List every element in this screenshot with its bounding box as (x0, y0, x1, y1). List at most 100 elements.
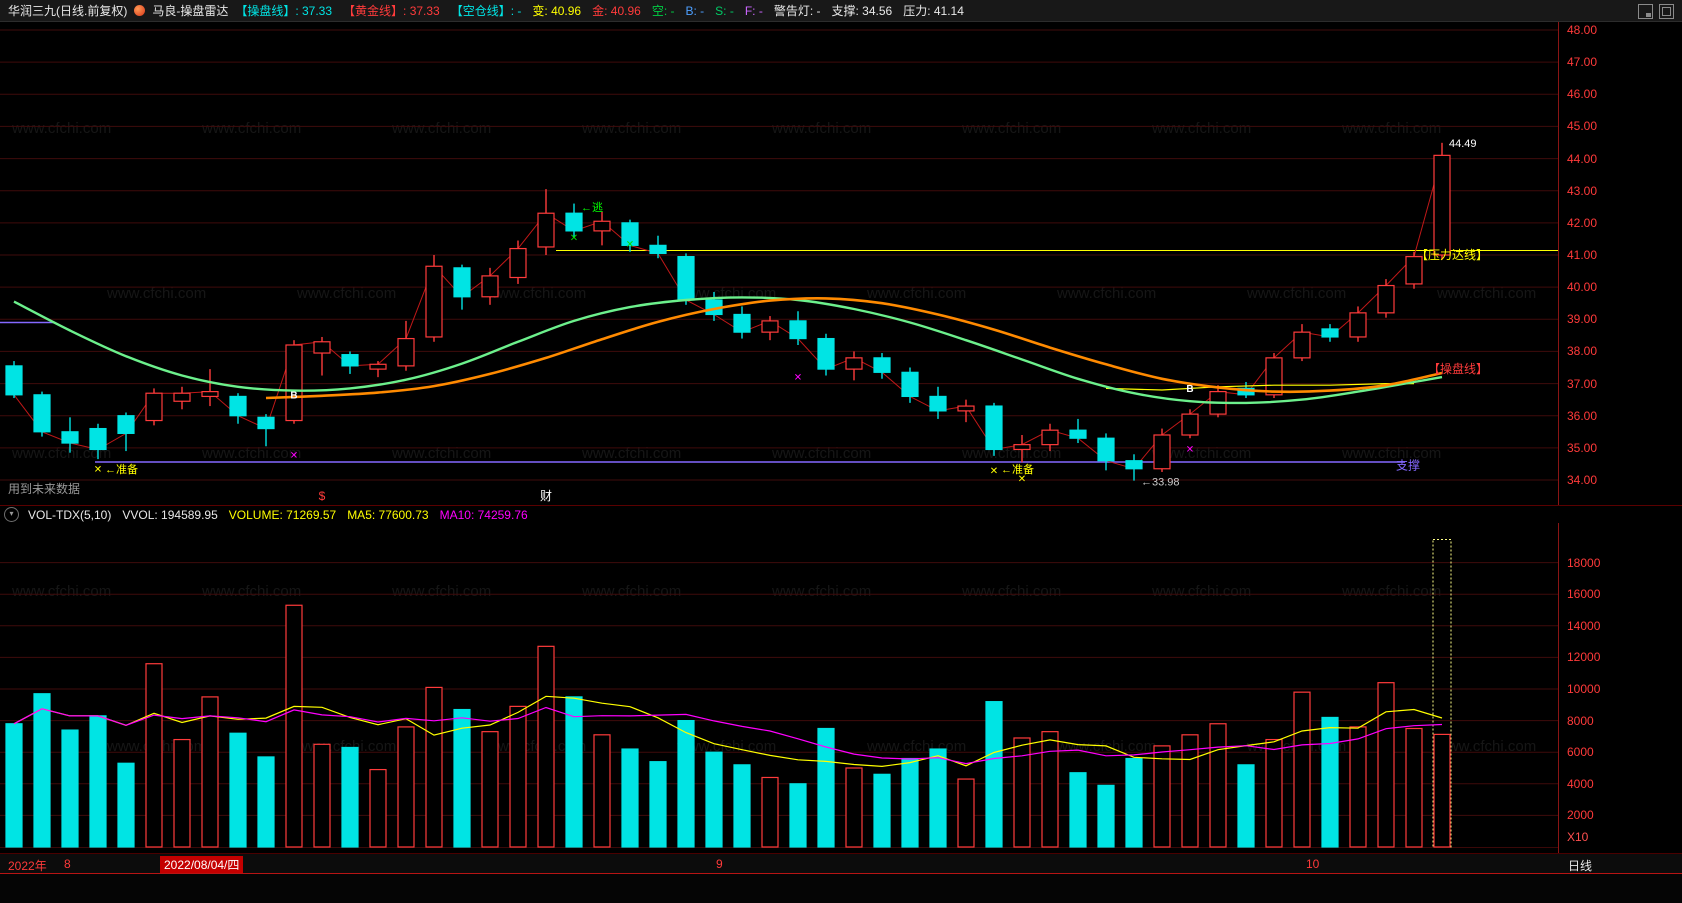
volume-field-0: VOL-TDX(5,10) (28, 507, 112, 522)
yellow-operating-segment (1105, 383, 1414, 391)
price-axis: 48.00 47.00 46.00 45.00 44.00 43.00 42.00 41.00… (1560, 22, 1682, 505)
window-controls (1638, 4, 1674, 19)
price-axis-label: 42.00 (1567, 215, 1598, 230)
header-field-8: F: - (744, 3, 763, 18)
timeline-label-4: 10 (1306, 857, 1320, 871)
svg-text:←准备: ←准备 (1001, 462, 1034, 476)
svg-text:支撑: 支撑 (1396, 458, 1420, 473)
stock-title: 华润三九(日线.前复权) (8, 4, 128, 18)
layout-panel-icon[interactable] (1638, 4, 1653, 19)
price-axis-label: 44.00 (1567, 151, 1598, 166)
header-field-2: 【空仓线】: - (450, 4, 522, 18)
volume-axis-label: 18000 (1567, 555, 1601, 570)
svg-text:✕: ✕ (990, 466, 998, 477)
header-field-1: 【黄金线】: 37.33 (343, 4, 440, 18)
indicator-readout: 【操盘线】: 37.33 【黄金线】: 37.33 【空仓线】: - 变: 40.96… (235, 2, 975, 19)
maximize-icon[interactable] (1659, 4, 1674, 19)
header-field-7: S: - (715, 3, 734, 18)
header-field-5: 空: - (651, 4, 675, 18)
volume-field-1: VVOL: 194589.95 (122, 507, 218, 522)
volume-chart[interactable] (0, 523, 1560, 853)
indicator-logo-icon (134, 5, 146, 16)
volume-ma10-line (13, 706, 1443, 765)
header-field-6: B: - (685, 3, 705, 18)
price-axis-label: 39.00 (1567, 312, 1598, 327)
price-axis-label: 34.00 (1567, 473, 1598, 487)
volume-axis-label: 8000 (1567, 713, 1594, 728)
timeline-label-1: 8 (64, 857, 71, 871)
green-ma-line (13, 296, 1443, 405)
price-gridlines (0, 29, 1558, 481)
svg-text:B: B (1186, 384, 1193, 395)
indicator-collapse-icon[interactable]: ▾ (4, 507, 19, 522)
volume-axis-label: 6000 (1567, 745, 1594, 760)
header-field-10: 支撑: 34.56 (831, 4, 893, 18)
price-axis-label: 41.00 (1567, 248, 1598, 262)
selected-date-label: 2022/08/04/四 (160, 856, 244, 873)
volume-indicator-header: ▾ VOL-TDX(5,10) VVOL: 194589.95 VOLUME: 71… (0, 505, 1682, 523)
volume-field-4: MA10: 74259.76 (439, 507, 528, 522)
volume-ma5-line (13, 695, 1443, 768)
volume-axis-label: 10000 (1567, 682, 1601, 696)
svg-text:$: $ (319, 489, 326, 503)
indicator-name: 马良-操盘雷达 (152, 4, 229, 18)
svg-text:【压力达线】: 【压力达线】 (1416, 248, 1488, 262)
price-axis-label: 38.00 (1567, 344, 1598, 359)
volume-axis-label: 14000 (1567, 618, 1601, 633)
vvol-forecast-bar (1432, 539, 1452, 848)
price-axis-label: 48.00 (1567, 23, 1598, 37)
price-axis-label: 36.00 (1567, 408, 1598, 423)
volume-axis: 18000 16000 14000 12000 10000 8000 6000 4000 200… (1560, 523, 1682, 853)
timeline-bar[interactable]: 2022年 8 2022/08/04/四 9 10 日线 (0, 853, 1682, 874)
svg-text:✕: ✕ (94, 464, 102, 475)
price-axis-label: 37.00 (1567, 376, 1598, 391)
price-axis-label: 43.00 (1567, 183, 1598, 198)
svg-text:←逃: ←逃 (581, 201, 603, 214)
price-axis-label: 45.00 (1567, 119, 1598, 134)
candles (5, 142, 1451, 481)
svg-text:←33.98: ←33.98 (1141, 477, 1180, 489)
svg-text:✕: ✕ (794, 373, 802, 384)
volume-axis-label: 4000 (1567, 776, 1594, 791)
volume-axis-label: 16000 (1567, 587, 1601, 602)
svg-text:【操盘线】: 【操盘线】 (1428, 361, 1488, 376)
header-field-0: 【操盘线】: 37.33 (235, 4, 333, 18)
volume-chart-pane: www.cfchi.com www.cfchi.com www.cfchi.com w… (0, 523, 1682, 853)
svg-text:✕: ✕ (626, 239, 634, 250)
volume-field-2: VOLUME: 71269.57 (228, 507, 337, 522)
close-price-line (13, 155, 1443, 470)
svg-text:✕: ✕ (1018, 474, 1026, 485)
signal-markers: ✕ ✕ ✕ ✕ ✕ ✕ ✕ ✕ ←逃 ←准备 ←准备 ←33.98 44.49 B B $ 财 【压力达线】【操盘… (94, 138, 1488, 503)
header-field-3: 变: 40.96 (532, 4, 582, 18)
header-field-11: 压力: 41.14 (903, 4, 964, 18)
volume-readout: VOL-TDX(5,10) VVOL: 194589.95 VOLUME: 7126… (28, 508, 539, 522)
title-bar: 华润三九(日线.前复权) 马良-操盘雷达 【操盘线】: 37.33 【黄金线】: … (0, 0, 1682, 22)
price-chart-pane: www.cfchi.com www.cfchi.com www.cfchi.com w… (0, 22, 1682, 505)
timeline-label-0: 2022年 (8, 859, 47, 873)
svg-text:✕: ✕ (290, 450, 298, 461)
header-field-9: 警告灯: - (773, 4, 821, 18)
volume-bars (5, 604, 1451, 848)
svg-text:←准备: ←准备 (105, 462, 138, 476)
timeline-label-5: 日线 (1568, 859, 1593, 873)
window-bottom-edge (0, 874, 1682, 903)
svg-text:✕: ✕ (1186, 444, 1194, 455)
future-data-note: 用到未来数据 (8, 482, 81, 496)
header-field-4: 金: 40.96 (592, 4, 641, 18)
volume-axis-unit: X10 (1567, 830, 1589, 845)
price-axis-label: 35.00 (1567, 440, 1598, 455)
price-axis-label: 40.00 (1567, 280, 1598, 295)
svg-text:✕: ✕ (570, 233, 578, 244)
candlestick-chart[interactable]: ✕ ✕ ✕ ✕ ✕ ✕ ✕ ✕ ←逃 ←准备 ←准备 ←33.98 44.49 B B $ 财 【压力达线】【操盘… (0, 22, 1560, 505)
volume-axis-label: 2000 (1567, 808, 1594, 823)
volume-field-3: MA5: 77600.73 (347, 507, 429, 522)
volume-axis-label: 12000 (1567, 650, 1601, 665)
price-axis-label: 46.00 (1567, 87, 1598, 102)
svg-text:B: B (290, 390, 297, 401)
svg-text:财: 财 (540, 489, 552, 503)
orange-operating-line (265, 297, 1443, 400)
timeline-label-3: 9 (716, 857, 723, 871)
svg-text:44.49: 44.49 (1449, 138, 1477, 150)
price-axis-label: 47.00 (1567, 55, 1598, 70)
